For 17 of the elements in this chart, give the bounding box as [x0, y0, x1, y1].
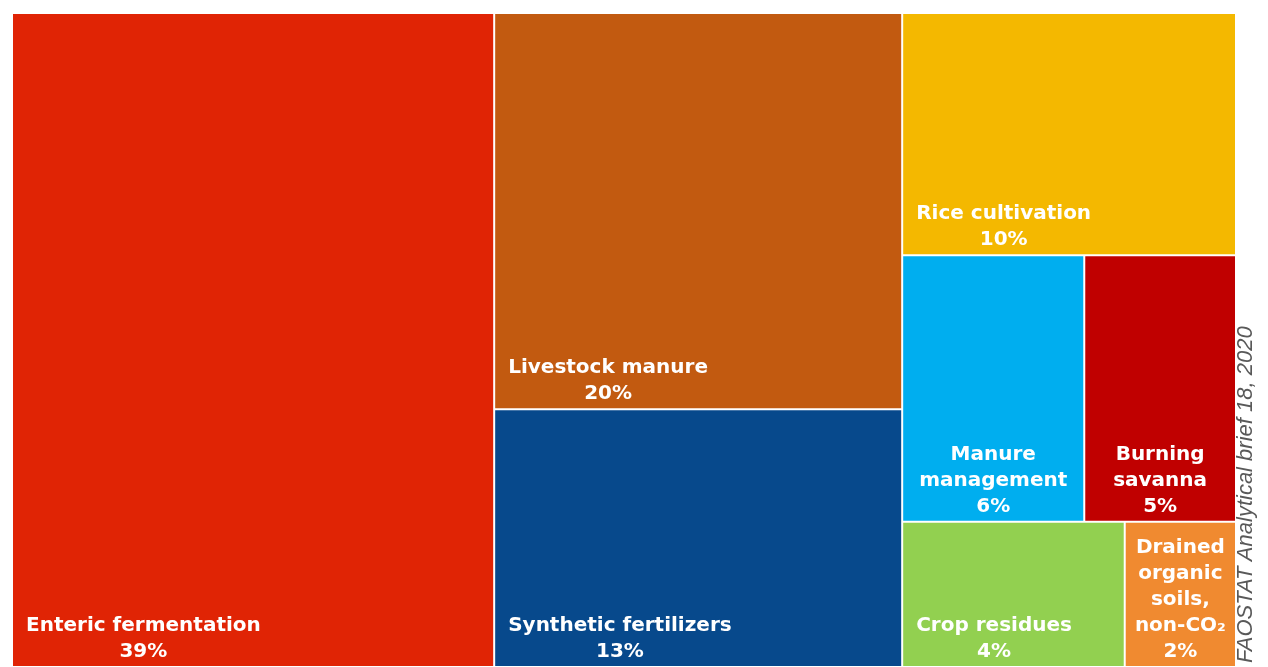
category-label: Burning savanna — [1113, 440, 1208, 491]
data-label: 10% — [979, 226, 1028, 251]
category-label: Crop residues — [916, 612, 1072, 636]
data-label: 13% — [596, 638, 644, 662]
data-label: 6% — [976, 492, 1011, 517]
data-label: 4% — [977, 638, 1012, 662]
category-label: Enteric fermentation — [25, 612, 261, 636]
category-label: Rice cultivation — [916, 200, 1092, 225]
data-label: 5% — [1143, 492, 1178, 517]
category-label: Manure management — [919, 440, 1068, 491]
category-label: Drained organic soils, non-CO₂ — [1134, 534, 1226, 636]
category-label: Livestock manure — [508, 354, 708, 379]
data-label: 2% — [1163, 638, 1198, 662]
data-label: 20% — [584, 380, 632, 405]
category-label: Synthetic fertilizers — [508, 612, 732, 636]
data-label: 39% — [119, 638, 168, 662]
text: FAOSTAT Analytical brief 18, 2020 — [1232, 325, 1257, 663]
